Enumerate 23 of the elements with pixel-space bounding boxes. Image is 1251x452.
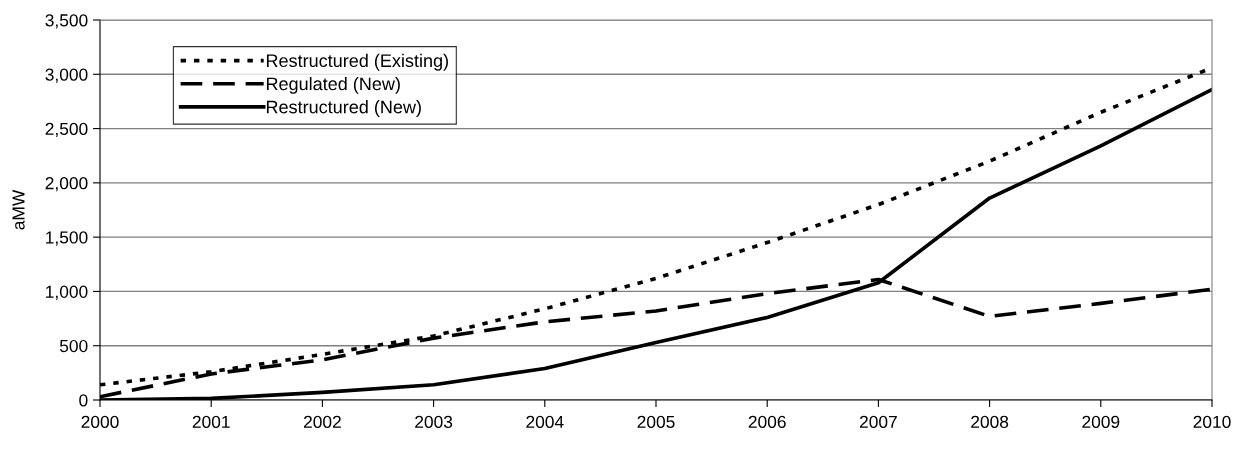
y-axis-title: aMW bbox=[12, 189, 25, 230]
x-tick-label: 2010 bbox=[1193, 415, 1231, 429]
y-tick-label: 1,500 bbox=[46, 231, 88, 246]
y-tick-label: 500 bbox=[59, 339, 88, 353]
y-tick-label: 1,000 bbox=[46, 285, 88, 300]
y-tick-label: 3,500 bbox=[45, 14, 88, 29]
x-tick-label: 2005 bbox=[637, 415, 675, 429]
legend-label: Regulated (New) bbox=[266, 76, 400, 94]
y-tick-label: 2,500 bbox=[45, 122, 88, 138]
x-tick-label: 2007 bbox=[859, 415, 897, 429]
x-tick-label: 2008 bbox=[971, 415, 1009, 429]
legend-label: Restructured (Existing) bbox=[266, 53, 448, 71]
x-tick-label: 2001 bbox=[192, 415, 230, 429]
x-tick-label: 2006 bbox=[748, 415, 786, 429]
x-tick-label: 2002 bbox=[303, 415, 341, 429]
x-tick-label: 2000 bbox=[81, 415, 119, 429]
y-tick-label: 2,000 bbox=[45, 177, 88, 192]
x-tick-label: 2004 bbox=[526, 415, 564, 429]
y-tick-label: 0 bbox=[79, 394, 88, 407]
y-tick-label: 3,000 bbox=[45, 68, 88, 83]
x-tick-label: 2009 bbox=[1082, 415, 1120, 429]
x-tick-label: 2003 bbox=[415, 415, 453, 429]
legend-label: Restructured (New) bbox=[266, 100, 421, 117]
